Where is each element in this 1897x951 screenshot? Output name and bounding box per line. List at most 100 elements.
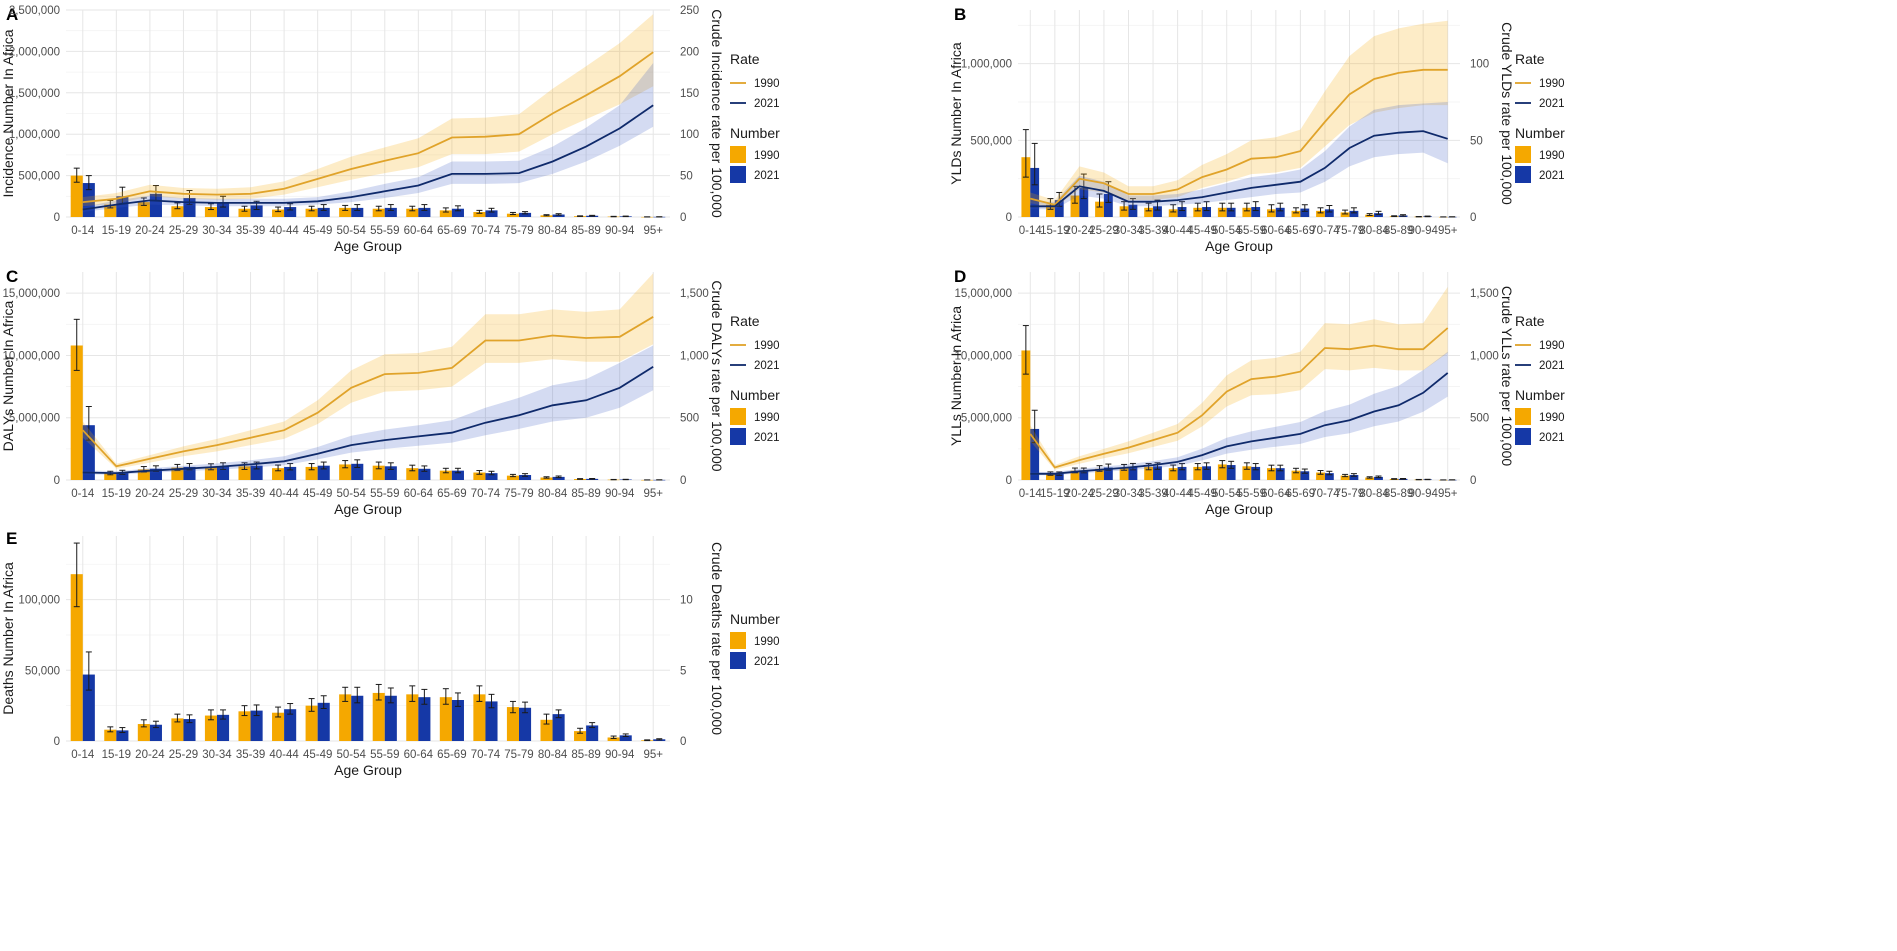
- error-bar-1990-40-44: [275, 206, 282, 213]
- bar-2021-15-19: [116, 472, 129, 480]
- error-bar-2021-25-29: [186, 714, 193, 724]
- error-bar-2021-75-79: [522, 211, 529, 215]
- bar-2021-75-79: [519, 475, 532, 480]
- error-bar-2021-40-44: [1179, 463, 1186, 471]
- x-tick-label: 60-64: [1261, 225, 1291, 237]
- bar-1990-70-74: [473, 472, 486, 480]
- error-bar-2021-45-49: [320, 695, 327, 709]
- error-bar-1990-60-64: [1268, 204, 1275, 213]
- bar-1990-40-44: [1168, 209, 1178, 217]
- x-tick-label: 65-69: [437, 749, 466, 761]
- error-bar-2021-70-74: [488, 470, 495, 476]
- error-bar-2021-80-84: [555, 213, 562, 216]
- bar-1990-65-69: [439, 210, 452, 217]
- legend-number-2021-swatch: [1515, 166, 1531, 183]
- bar-1990-25-29: [171, 467, 184, 480]
- x-tick-label: 80-84: [1359, 488, 1389, 500]
- legend-number-title: Number: [1515, 387, 1565, 403]
- rate-lines-a: [82, 14, 654, 212]
- bar-1990-70-74: [473, 694, 486, 741]
- legend-rate-2021-label: 2021: [754, 98, 780, 110]
- bar-1990-40-44: [272, 712, 285, 741]
- x-tick-label: 55-59: [370, 225, 399, 237]
- legend-number-1990-swatch: [730, 408, 746, 425]
- bar-1990-75-79: [506, 213, 519, 217]
- x-tick-label: 40-44: [269, 488, 299, 500]
- error-bar-2021-40-44: [287, 463, 294, 471]
- y-tick-label: 0: [54, 212, 60, 224]
- error-bar-1990-65-69: [1292, 467, 1299, 474]
- x-tick-label: 55-59: [1237, 488, 1266, 500]
- error-bar-1990-65-69: [442, 688, 449, 705]
- y2-tick-label: 1,500: [1470, 288, 1499, 300]
- x-tick-label: 70-74: [471, 488, 501, 500]
- error-bar-1990-80-84: [1366, 213, 1373, 216]
- error-bar-1990-40-44: [275, 706, 282, 718]
- error-bar-2021-85-89: [589, 722, 596, 729]
- panel-label-d: D: [954, 267, 966, 286]
- y-tick-label: 100,000: [18, 595, 60, 607]
- bar-2021-65-69: [1300, 208, 1310, 217]
- x-tick-label: 90-94: [1408, 488, 1438, 500]
- x-tick-label: 65-69: [1286, 488, 1315, 500]
- bar-1990-60-64: [406, 208, 419, 217]
- bar-1990-15-19: [104, 204, 117, 217]
- x-tick-label: 90-94: [605, 488, 635, 500]
- error-bar-1990-70-74: [476, 209, 483, 214]
- error-bar-2021-70-74: [1326, 205, 1333, 213]
- error-bar-1990-45-49: [1194, 202, 1201, 212]
- bar-2021-35-39: [250, 205, 263, 217]
- bar-1990-85-89: [574, 731, 587, 741]
- bar-2021-65-69: [451, 700, 464, 741]
- x-tick-label: 25-29: [169, 749, 198, 761]
- x-tick-label: 20-24: [135, 749, 165, 761]
- x-tick-label: 15-19: [102, 225, 131, 237]
- x-tick-label: 75-79: [504, 488, 533, 500]
- legend-number-2021-label: 2021: [754, 656, 780, 668]
- bar-2021-30-34: [217, 202, 230, 217]
- y2-axis-title: Crude Incidence rate per 100,000: [709, 9, 725, 218]
- bar-1990-35-39: [238, 711, 251, 741]
- bar-2021-20-24: [149, 468, 162, 480]
- bar-1990-45-49: [305, 466, 318, 480]
- x-tick-label: 85-89: [571, 488, 600, 500]
- y2-tick-label: 100: [680, 129, 699, 141]
- x-axis-title: Age Group: [334, 238, 402, 254]
- x-tick-label: 75-79: [1335, 225, 1364, 237]
- error-bar-2021-85-89: [1400, 214, 1407, 217]
- bar-1990-55-59: [372, 692, 385, 741]
- bar-2021-25-29: [1103, 467, 1113, 480]
- error-bar-1990-0-14: [1022, 325, 1029, 375]
- rate-band-1990: [1030, 20, 1448, 208]
- error-bar-2021-80-84: [1375, 210, 1382, 215]
- x-tick-label: 85-89: [571, 749, 600, 761]
- bar-1990-50-54: [1217, 464, 1227, 480]
- bar-2021-75-79: [519, 212, 532, 217]
- error-bar-1990-85-89: [1391, 215, 1398, 218]
- error-bar-2021-40-44: [1179, 201, 1186, 212]
- bar-2021-15-19: [1054, 473, 1064, 480]
- bar-2021-20-24: [149, 193, 162, 217]
- error-bar-1990-75-79: [1342, 209, 1349, 215]
- error-bar-2021-60-64: [1277, 464, 1284, 472]
- bar-2021-45-49: [317, 702, 330, 741]
- error-bar-1990-60-64: [409, 205, 416, 212]
- bar-1990-65-69: [439, 470, 452, 480]
- x-tick-label: 20-24: [135, 488, 165, 500]
- bar-1990-35-39: [238, 208, 251, 217]
- error-bar-1990-30-34: [207, 203, 214, 211]
- error-bar-2021-80-84: [1375, 475, 1382, 479]
- x-tick-label: 25-29: [169, 488, 198, 500]
- legend-number-2021-swatch: [730, 166, 746, 183]
- error-bar-2021-30-34: [220, 709, 227, 720]
- bar-2021-15-19: [116, 196, 129, 217]
- error-bar-2021-65-69: [454, 692, 461, 707]
- chart-b-svg: B 0 500,000 1,000,000 0 50 100 0-1415-1920-2425…: [948, 5, 1565, 254]
- bar-1990-30-34: [1119, 206, 1129, 217]
- x-tick-label: 45-49: [303, 225, 332, 237]
- legend-number-1990-label: 1990: [1539, 412, 1565, 424]
- error-bar-1990-75-79: [509, 211, 516, 216]
- bar-1990-25-29: [171, 206, 184, 217]
- error-bar-1990-20-24: [140, 719, 147, 728]
- grid-c: [66, 272, 670, 481]
